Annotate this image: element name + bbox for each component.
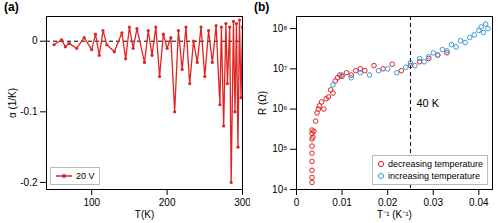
svg-text:0: 0 <box>294 197 300 208</box>
svg-text:10⁷: 10⁷ <box>273 63 288 74</box>
svg-text:100: 100 <box>83 197 100 208</box>
html-text:decreasing temperature: decreasing temperature <box>387 159 483 169</box>
svg-text:10⁸: 10⁸ <box>272 23 287 34</box>
svg-text:0.03: 0.03 <box>424 197 444 208</box>
svg-text:300: 300 <box>234 197 250 208</box>
svg-text:40 K: 40 K <box>416 97 439 109</box>
svg-text:0.04: 0.04 <box>469 197 489 208</box>
svg-text:-0.1: -0.1 <box>20 106 38 117</box>
svg-text:0.01: 0.01 <box>332 197 352 208</box>
svg-text:10⁶: 10⁶ <box>272 103 287 114</box>
html-text:20 V: 20 V <box>76 171 95 181</box>
svg-text:0.02: 0.02 <box>378 197 398 208</box>
svg-text:10⁴: 10⁴ <box>272 184 287 195</box>
svg-text:200: 200 <box>159 197 176 208</box>
svg-text:-0.2: -0.2 <box>20 177 38 188</box>
svg-text:0: 0 <box>32 35 38 46</box>
html-text:(a): (a) <box>4 0 19 14</box>
svg-text:α (1/K): α (1/K) <box>7 88 18 118</box>
html-text:(b): (b) <box>254 0 270 14</box>
svg-text:T(K): T(K) <box>135 209 154 220</box>
svg-text:T⁻¹ (K⁻¹): T⁻¹ (K⁻¹) <box>377 209 412 220</box>
html-text:increasing temperature: increasing temperature <box>387 171 480 181</box>
svg-text:10⁵: 10⁵ <box>272 143 287 154</box>
svg-text:R (Ω): R (Ω) <box>257 91 268 115</box>
